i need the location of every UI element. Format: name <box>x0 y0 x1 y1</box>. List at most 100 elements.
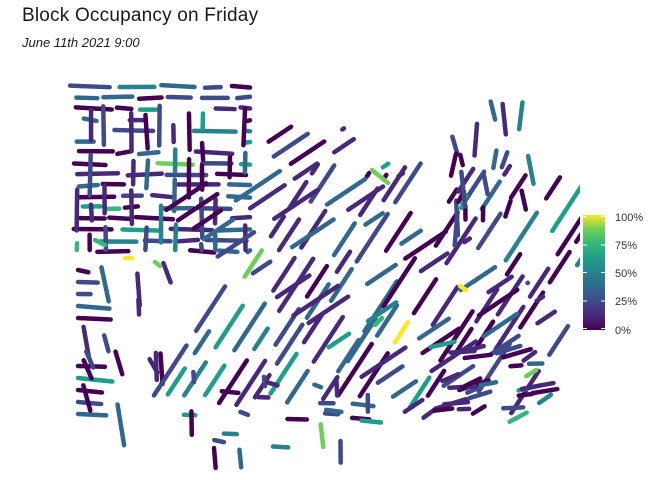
street-segment <box>276 217 302 253</box>
street-segment <box>213 303 245 350</box>
street-segment <box>272 187 320 222</box>
street-segment <box>418 251 450 274</box>
street-segment <box>488 99 498 122</box>
street-segment <box>346 184 386 212</box>
street-segment <box>88 202 95 223</box>
street-segment <box>268 351 299 396</box>
street-segment <box>172 222 179 253</box>
street-segment <box>380 161 391 170</box>
street-segment <box>459 169 468 209</box>
street-segment <box>136 297 142 317</box>
street-segment <box>268 214 287 239</box>
street-segment <box>75 375 115 384</box>
street-segment <box>446 187 460 204</box>
street-segment <box>115 149 132 157</box>
street-segment <box>250 259 273 276</box>
street-segment <box>491 148 499 171</box>
street-segment <box>143 225 149 253</box>
street-segment <box>440 371 461 384</box>
map-subtitle: June 11th 2021 9:00 <box>22 35 140 50</box>
street-segment <box>433 396 469 411</box>
street-segment <box>479 179 502 212</box>
street-segment <box>233 168 283 203</box>
street-segment <box>67 83 112 90</box>
street-segment <box>428 339 457 350</box>
street-segment <box>75 387 105 395</box>
street-segment <box>114 105 134 112</box>
street-segment <box>301 312 325 345</box>
street-segment <box>202 363 227 398</box>
street-segment <box>550 184 580 234</box>
street-segment <box>274 273 312 300</box>
street-segment <box>403 229 448 261</box>
street-segment <box>299 208 328 250</box>
street-segment <box>252 326 270 352</box>
block-occupancy-map <box>67 82 580 471</box>
street-segment <box>151 343 189 398</box>
street-segment <box>245 248 253 255</box>
street-segment <box>202 84 223 91</box>
street-segment <box>396 171 406 179</box>
street-segment <box>345 316 378 364</box>
street-segment <box>101 104 107 148</box>
street-segment <box>284 368 310 405</box>
street-segment <box>381 256 418 309</box>
street-segment <box>165 94 193 100</box>
street-segment <box>488 333 521 357</box>
street-segment <box>199 140 206 162</box>
street-segment <box>375 364 405 386</box>
street-segment <box>81 357 94 381</box>
street-segment <box>73 105 114 112</box>
street-segment <box>165 366 187 397</box>
street-segment <box>432 406 455 413</box>
street-segment <box>462 352 494 361</box>
street-segment <box>448 151 459 178</box>
street-segment <box>534 294 546 304</box>
street-segment <box>328 266 354 303</box>
street-segment <box>331 221 357 258</box>
street-segment <box>535 309 558 326</box>
street-segment <box>516 100 525 132</box>
street-segment <box>159 82 197 90</box>
street-segment <box>261 374 268 389</box>
street-segment <box>393 161 423 205</box>
street-segment <box>271 131 310 159</box>
street-segment <box>365 300 399 324</box>
street-segment <box>372 315 385 328</box>
street-segment <box>186 111 192 153</box>
street-segment <box>334 376 340 398</box>
street-segment <box>247 183 287 211</box>
street-segment <box>143 112 150 151</box>
street-segment <box>288 139 327 167</box>
street-segment <box>521 349 538 363</box>
street-segment <box>504 251 523 277</box>
street-segment <box>87 152 93 198</box>
street-segment <box>478 380 499 388</box>
street-segment <box>142 238 173 244</box>
street-segment <box>234 94 253 101</box>
street-segment <box>326 331 352 350</box>
street-segment <box>271 255 297 293</box>
street-segment <box>175 191 220 223</box>
street-segment <box>270 444 291 450</box>
map-title: Block Occupancy on Friday <box>22 5 259 26</box>
street-segment <box>201 217 236 242</box>
street-segment <box>193 284 228 334</box>
street-segment <box>421 407 437 420</box>
street-segment <box>450 134 460 156</box>
street-segment <box>444 216 478 266</box>
street-segment <box>465 385 481 395</box>
street-segment <box>362 279 400 334</box>
street-segment <box>322 411 341 417</box>
street-segment <box>500 101 509 137</box>
street-segment <box>486 274 514 295</box>
street-segment <box>470 404 487 416</box>
street-segment <box>95 248 131 255</box>
street-segment <box>244 118 253 124</box>
street-segment <box>221 431 240 437</box>
street-segment <box>494 343 523 356</box>
street-segment <box>311 314 346 364</box>
street-segment <box>75 170 121 177</box>
street-segment <box>191 128 238 134</box>
street-segment <box>115 402 127 448</box>
